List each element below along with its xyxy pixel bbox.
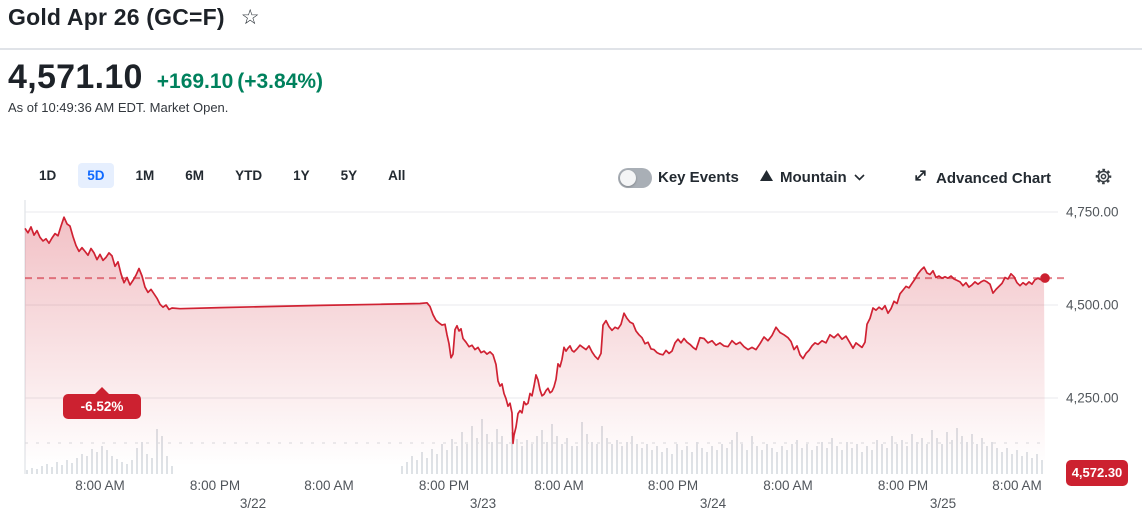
x-axis-date-label: 3/24 bbox=[700, 496, 727, 511]
settings-gear-icon[interactable] bbox=[1094, 167, 1113, 191]
period-change-badge: -6.52% bbox=[63, 387, 141, 419]
range-tab-5y[interactable]: 5Y bbox=[332, 163, 367, 188]
x-axis-label: 8:00 AM bbox=[534, 478, 584, 493]
x-axis-label: 8:00 PM bbox=[878, 478, 928, 493]
advanced-chart-link[interactable]: Advanced Chart bbox=[913, 168, 1051, 188]
header: Gold Apr 26 (GC=F) ☆ bbox=[8, 4, 260, 31]
x-axis-label: 8:00 PM bbox=[419, 478, 469, 493]
chart-area: 4,750.00 4,500.00 4,250.00 8:00 AM 8:00 PM 8:… bbox=[0, 195, 1142, 514]
y-axis-label: 4,750.00 bbox=[1066, 205, 1119, 220]
current-price: 4,571.10 bbox=[8, 58, 143, 96]
range-tab-ytd[interactable]: YTD bbox=[226, 163, 271, 188]
x-axis-date-label: 3/25 bbox=[930, 496, 956, 511]
advanced-chart-label: Advanced Chart bbox=[936, 169, 1052, 187]
x-axis-label: 8:00 AM bbox=[75, 478, 125, 493]
chart-type-label: Mountain bbox=[780, 168, 847, 186]
change-value: +169.10 bbox=[156, 70, 234, 93]
range-tab-1y[interactable]: 1Y bbox=[284, 163, 319, 188]
chevron-down-icon bbox=[854, 168, 865, 186]
x-axis-label: 8:00 PM bbox=[648, 478, 698, 493]
price-change: +169.10 (+3.84%) bbox=[157, 70, 327, 94]
last-price-dot bbox=[1040, 273, 1050, 283]
area-fill bbox=[25, 217, 1045, 474]
star-icon[interactable]: ☆ bbox=[240, 6, 260, 29]
y-axis-label: 4,500.00 bbox=[1066, 298, 1119, 313]
range-tab-1m[interactable]: 1M bbox=[127, 163, 164, 188]
range-tab-6m[interactable]: 6M bbox=[176, 163, 213, 188]
toggle-knob bbox=[620, 170, 636, 186]
key-events-toggle[interactable] bbox=[618, 168, 652, 188]
x-axis-label: 8:00 AM bbox=[304, 478, 354, 493]
x-axis-label: 8:00 PM bbox=[190, 478, 240, 493]
expand-icon bbox=[913, 168, 928, 188]
range-tabs: 1D 5D 1M 6M YTD 1Y 5Y All bbox=[30, 163, 414, 188]
price-line bbox=[24, 216, 1045, 445]
x-axis-date-label: 3/23 bbox=[470, 496, 496, 511]
x-axis-label: 8:00 AM bbox=[992, 478, 1042, 493]
last-price-badge: 4,572.30 bbox=[1066, 460, 1128, 487]
range-tab-all[interactable]: All bbox=[379, 163, 414, 188]
header-divider bbox=[0, 48, 1142, 50]
change-percent: (+3.84%) bbox=[237, 70, 324, 93]
range-tab-1d[interactable]: 1D bbox=[30, 163, 65, 188]
mountain-icon bbox=[760, 168, 773, 186]
quote-summary: 4,571.10 +169.10 (+3.84%) bbox=[8, 58, 327, 97]
y-axis-label: 4,250.00 bbox=[1066, 391, 1119, 406]
price-chart-svg[interactable]: 4,750.00 4,500.00 4,250.00 8:00 AM 8:00 PM 8:… bbox=[0, 195, 1142, 514]
x-axis-label: 8:00 AM bbox=[763, 478, 813, 493]
key-events-label: Key Events bbox=[658, 169, 739, 186]
page-title: Gold Apr 26 (GC=F) bbox=[8, 4, 225, 30]
chart-type-dropdown[interactable]: Mountain bbox=[760, 168, 865, 186]
range-tab-5d[interactable]: 5D bbox=[78, 163, 114, 188]
as-of-text: As of 10:49:36 AM EDT. Market Open. bbox=[8, 100, 229, 115]
x-axis-date-label: 3/22 bbox=[240, 496, 266, 511]
